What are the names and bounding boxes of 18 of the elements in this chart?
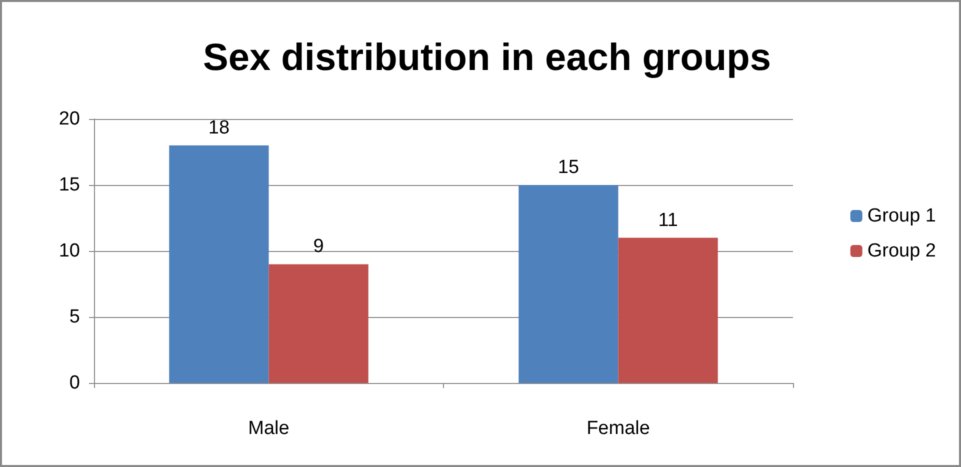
data-label: 15 (558, 157, 580, 178)
data-label: 9 (313, 236, 324, 258)
y-tick-label: 5 (69, 306, 80, 328)
x-tick-label: Female (586, 418, 650, 439)
bar (169, 145, 269, 383)
y-tick-label: 20 (58, 108, 80, 130)
bar (518, 185, 618, 383)
data-label: 18 (208, 117, 230, 138)
y-tick-label: 10 (58, 240, 80, 262)
data-label: 11 (658, 210, 678, 231)
legend-label: Group 2 (867, 240, 936, 262)
bar (268, 264, 368, 383)
y-tick-label: 15 (58, 174, 80, 196)
y-tick-label: 0 (69, 372, 80, 394)
x-tick-label: Male (248, 418, 290, 439)
bar (618, 238, 718, 383)
legend-label: Group 1 (867, 206, 936, 226)
chart-title: Sex distribution in each groups (203, 37, 771, 79)
